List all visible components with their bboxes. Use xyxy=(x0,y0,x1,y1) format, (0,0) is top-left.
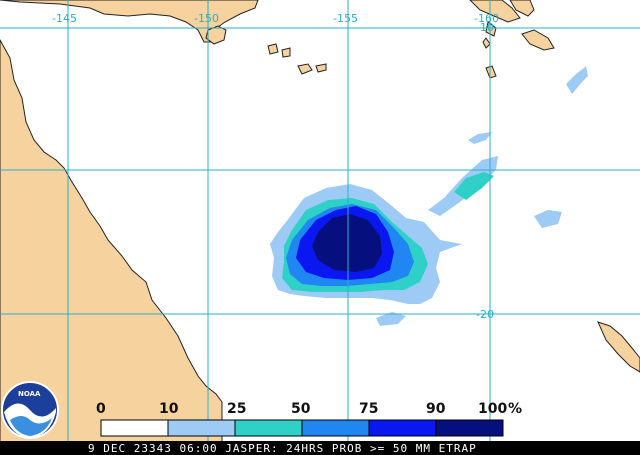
island xyxy=(482,37,491,49)
legend-tick-100: 100 xyxy=(478,401,507,417)
lon-label-145: -145 xyxy=(52,12,77,25)
caption-text: 9 DEC 23343 06:00 JASPER: 24HRS PROB >= … xyxy=(88,442,477,455)
new-guinea-landmass xyxy=(0,0,259,43)
island xyxy=(267,43,279,55)
lat-label-20: -20 xyxy=(476,308,494,321)
island xyxy=(281,47,291,58)
lon-label-155: -155 xyxy=(333,12,358,25)
legend-tick-25: 25 xyxy=(227,401,246,417)
island xyxy=(509,0,535,17)
legend-bin-90-100 xyxy=(435,419,504,437)
lon-label-160: -160 xyxy=(474,12,499,25)
noaa-logo-text: NOAA xyxy=(18,390,41,398)
probability-band-90-100 xyxy=(312,214,382,272)
legend-tick-90: 90 xyxy=(426,401,446,417)
legend-tick-75: 75 xyxy=(359,401,378,417)
island xyxy=(297,63,313,75)
island xyxy=(469,0,521,23)
island xyxy=(521,29,555,51)
island xyxy=(205,25,227,45)
australia-landmass xyxy=(0,38,223,455)
lon-label-150: -150 xyxy=(194,12,219,25)
legend-bin-25-50 xyxy=(234,419,303,437)
legend-unit: % xyxy=(508,401,522,417)
island xyxy=(315,63,327,73)
legend: 0 10 25 50 75 90 100 % xyxy=(96,401,522,437)
legend-bin-50-75 xyxy=(301,419,370,437)
legend-bin-0-10 xyxy=(100,419,169,437)
legend-tick-0: 0 xyxy=(96,401,106,417)
legend-tick-50: 50 xyxy=(291,401,311,417)
new-caledonia xyxy=(597,321,640,373)
island xyxy=(485,21,497,37)
caption-bar xyxy=(0,441,640,455)
legend-bin-10-25 xyxy=(167,419,236,437)
noaa-logo: NOAA xyxy=(1,381,59,439)
legend-tick-10: 10 xyxy=(159,401,179,417)
lat-label-10: -10 xyxy=(476,21,494,34)
legend-bin-75-90 xyxy=(368,419,437,437)
